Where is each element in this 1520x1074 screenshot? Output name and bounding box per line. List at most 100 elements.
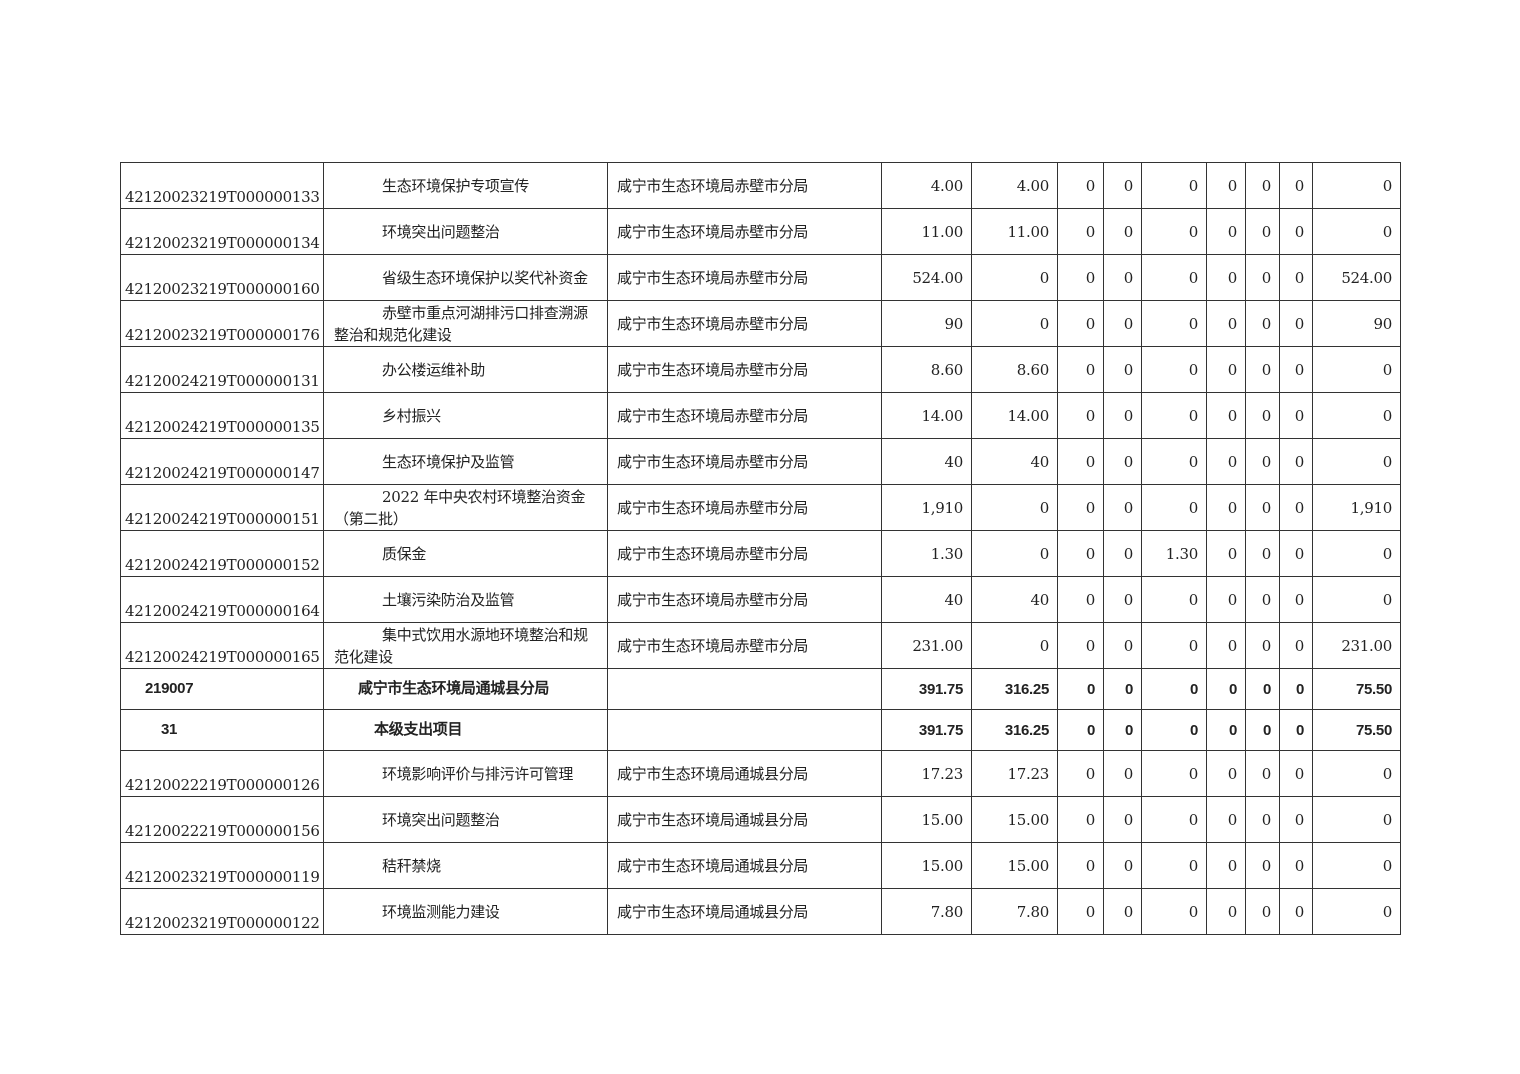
amount-cell: 0	[1141, 254, 1207, 301]
amount-cell: 0	[1103, 392, 1142, 439]
project-code-cell: 219007	[120, 668, 324, 710]
amount-cell: 0	[1103, 162, 1142, 209]
project-name-cell: 本级支出项目	[323, 709, 608, 751]
amount-cell: 0	[1206, 346, 1246, 393]
amount-cell: 0	[1057, 392, 1104, 439]
amount-cell: 7.80	[881, 888, 972, 935]
amount-cell: 0	[1312, 162, 1401, 209]
amount-cell: 0	[1245, 888, 1280, 935]
amount-cell: 75.50	[1312, 709, 1401, 751]
project-code-cell: 42120024219T000000131	[120, 346, 324, 393]
amount-cell: 0	[1103, 254, 1142, 301]
table-row: 42120023219T000000176 赤壁市重点河湖排污口排查溯源整治和规范…	[120, 300, 1401, 347]
department-cell: 咸宁市生态环境局赤壁市分局	[607, 576, 882, 623]
amount-cell: 0	[1103, 750, 1142, 797]
amount-cell: 0	[1279, 208, 1313, 255]
amount-cell: 0	[1312, 346, 1401, 393]
amount-cell: 0	[1057, 888, 1104, 935]
department-cell: 咸宁市生态环境局赤壁市分局	[607, 254, 882, 301]
amount-cell: 0	[971, 300, 1058, 347]
project-code-cell: 42120022219T000000156	[120, 796, 324, 843]
project-code-cell: 42120024219T000000151	[120, 484, 324, 531]
amount-cell: 0	[1279, 668, 1313, 710]
amount-cell: 0	[1245, 346, 1280, 393]
amount-cell: 0	[1206, 668, 1246, 710]
amount-cell: 0	[1057, 750, 1104, 797]
amount-cell: 0	[1103, 438, 1142, 485]
amount-cell: 0	[971, 530, 1058, 577]
amount-cell: 15.00	[881, 842, 972, 889]
amount-cell: 0	[1279, 530, 1313, 577]
department-cell: 咸宁市生态环境局通城县分局	[607, 796, 882, 843]
department-cell: 咸宁市生态环境局通城县分局	[607, 888, 882, 935]
amount-cell: 0	[1103, 796, 1142, 843]
amount-cell: 90	[881, 300, 972, 347]
department-cell: 咸宁市生态环境局赤壁市分局	[607, 392, 882, 439]
amount-cell: 0	[1141, 484, 1207, 531]
amount-cell: 0	[1245, 709, 1280, 751]
amount-cell: 0	[1279, 484, 1313, 531]
amount-cell: 15.00	[971, 842, 1058, 889]
amount-cell: 231.00	[881, 622, 972, 669]
amount-cell: 0	[1141, 162, 1207, 209]
amount-cell: 0	[1245, 438, 1280, 485]
amount-cell: 0	[1279, 842, 1313, 889]
amount-cell: 0	[1141, 208, 1207, 255]
amount-cell: 524.00	[1312, 254, 1401, 301]
table-row: 42120024219T000000152 质保金 咸宁市生态环境局赤壁市分局 1.3…	[120, 530, 1401, 577]
amount-cell: 0	[1245, 162, 1280, 209]
amount-cell: 0	[1206, 622, 1246, 669]
amount-cell: 0	[1206, 709, 1246, 751]
amount-cell: 0	[1245, 842, 1280, 889]
project-code-cell: 42120024219T000000164	[120, 576, 324, 623]
department-cell: 咸宁市生态环境局赤壁市分局	[607, 622, 882, 669]
amount-cell: 0	[1141, 438, 1207, 485]
amount-cell: 15.00	[971, 796, 1058, 843]
amount-cell: 0	[1057, 254, 1104, 301]
department-cell: 咸宁市生态环境局赤壁市分局	[607, 162, 882, 209]
amount-cell: 0	[1141, 346, 1207, 393]
project-code-cell: 42120024219T000000165	[120, 622, 324, 669]
amount-cell: 0	[971, 622, 1058, 669]
department-cell	[607, 668, 882, 710]
project-name-cell: 2022 年中央农村环境整治资金（第二批）	[323, 484, 608, 531]
amount-cell: 7.80	[971, 888, 1058, 935]
amount-cell: 0	[1279, 392, 1313, 439]
project-code-cell: 42120023219T000000160	[120, 254, 324, 301]
amount-cell: 0	[1057, 208, 1104, 255]
project-name-cell: 乡村振兴	[323, 392, 608, 439]
amount-cell: 0	[1245, 750, 1280, 797]
amount-cell: 0	[1206, 208, 1246, 255]
amount-cell: 0	[1206, 576, 1246, 623]
project-code-cell: 42120023219T000000122	[120, 888, 324, 935]
project-name-cell: 生态环境保护及监管	[323, 438, 608, 485]
table-row: 42120023219T000000119 秸秆禁烧 咸宁市生态环境局通城县分局 15…	[120, 842, 1401, 889]
project-name-cell: 咸宁市生态环境局通城县分局	[323, 668, 608, 710]
amount-cell: 0	[1245, 668, 1280, 710]
amount-cell: 17.23	[881, 750, 972, 797]
amount-cell: 4.00	[971, 162, 1058, 209]
amount-cell: 316.25	[971, 709, 1058, 751]
amount-cell: 0	[1279, 346, 1313, 393]
amount-cell: 1.30	[881, 530, 972, 577]
amount-cell: 0	[1141, 576, 1207, 623]
amount-cell: 1,910	[881, 484, 972, 531]
amount-cell: 0	[1141, 750, 1207, 797]
table-group-row: 219007 咸宁市生态环境局通城县分局 391.75 316.25 0 0 0 0 0 0 75.…	[120, 668, 1401, 710]
amount-cell: 0	[1057, 162, 1104, 209]
department-cell: 咸宁市生态环境局赤壁市分局	[607, 484, 882, 531]
amount-cell: 1.30	[1141, 530, 1207, 577]
table-row: 42120024219T000000131 办公楼运维补助 咸宁市生态环境局赤壁市分…	[120, 346, 1401, 393]
amount-cell: 0	[1103, 530, 1142, 577]
department-cell: 咸宁市生态环境局通城县分局	[607, 842, 882, 889]
table-row: 42120024219T000000164 土壤污染防治及监管 咸宁市生态环境局赤壁…	[120, 576, 1401, 623]
amount-cell: 0	[1057, 530, 1104, 577]
amount-cell: 0	[1245, 530, 1280, 577]
amount-cell: 0	[1245, 484, 1280, 531]
amount-cell: 0	[1103, 576, 1142, 623]
table-row: 42120023219T000000160 省级生态环境保护以奖代补资金 咸宁市生态…	[120, 254, 1401, 301]
project-name-cell: 环境监测能力建设	[323, 888, 608, 935]
amount-cell: 0	[1206, 438, 1246, 485]
amount-cell: 0	[1312, 208, 1401, 255]
amount-cell: 0	[1279, 300, 1313, 347]
